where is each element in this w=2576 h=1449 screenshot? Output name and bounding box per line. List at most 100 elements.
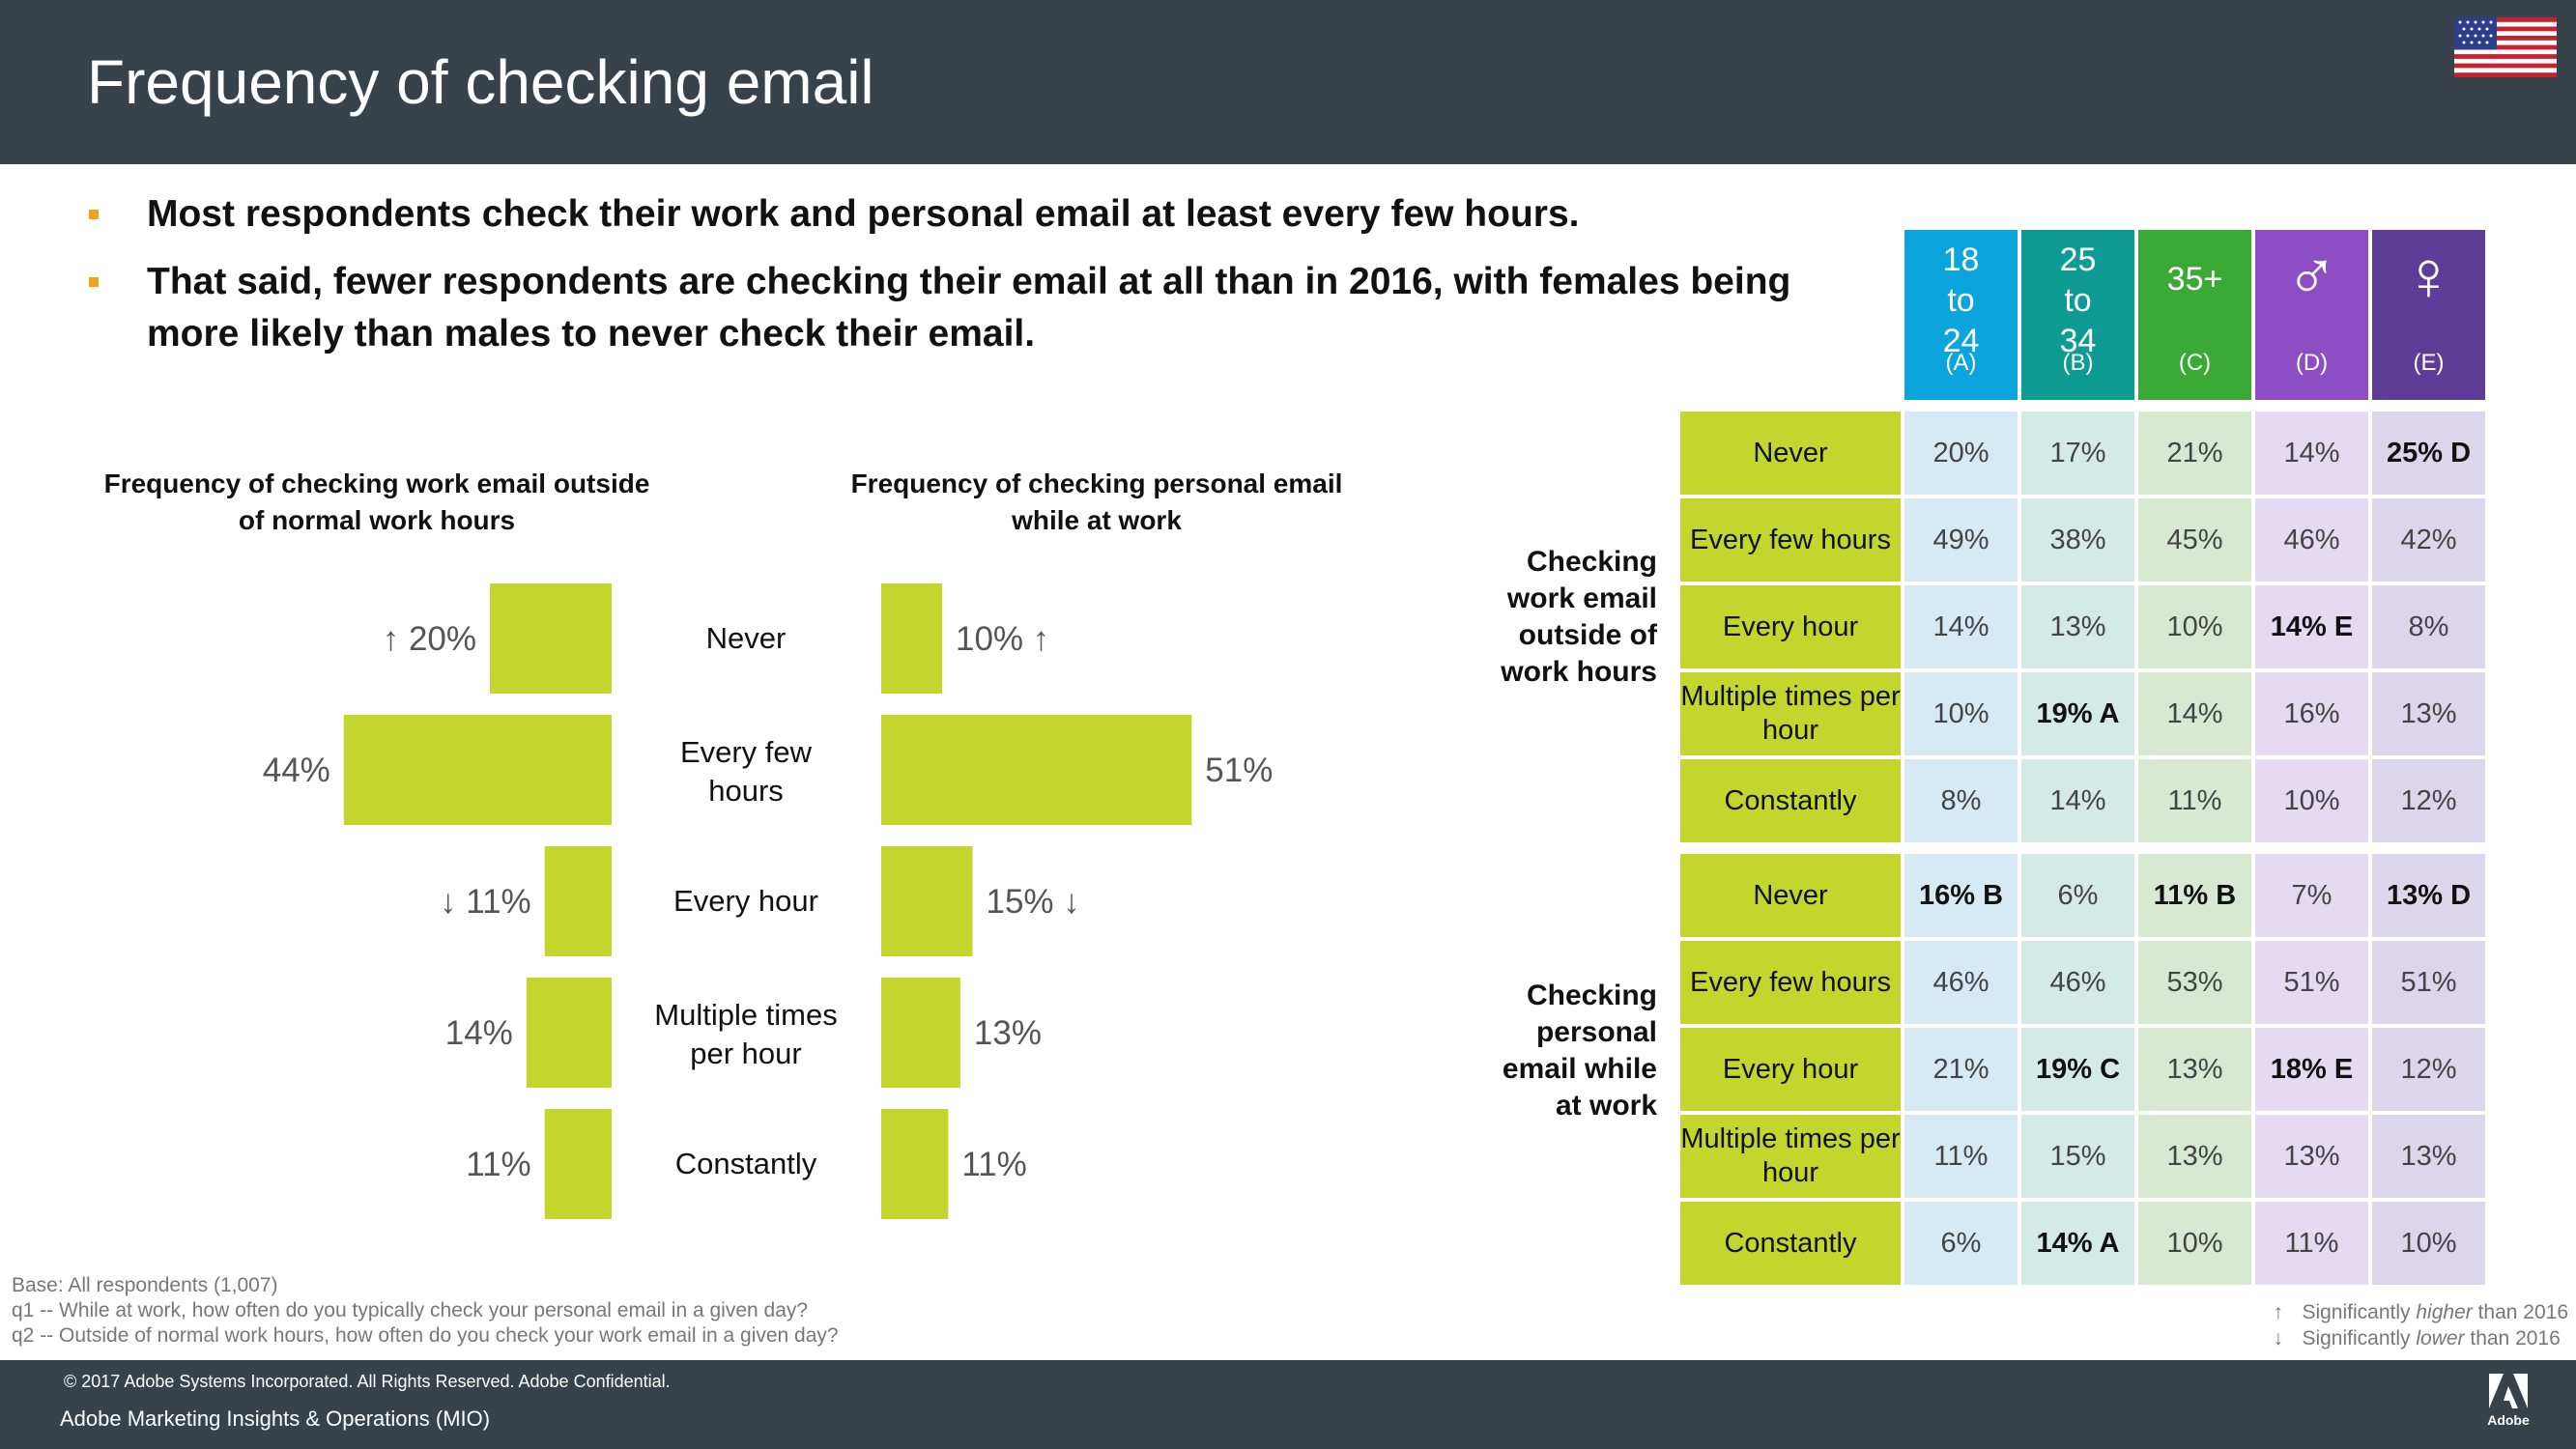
- adobe-logo: Adobe: [2487, 1374, 2530, 1428]
- male-symbol-icon: ♂: [2285, 238, 2338, 315]
- work-email-bar: [544, 846, 612, 956]
- personal-email-value-label: 10% ↑: [956, 620, 1049, 658]
- table-cell: 12%: [2372, 759, 2485, 842]
- table-cell: 19% A: [2021, 672, 2134, 755]
- table-cell: 46%: [1904, 941, 2018, 1024]
- row-label: Every few hours: [1680, 498, 1901, 582]
- personal-email-bar: [881, 978, 960, 1088]
- table-row: Every few hours 46% 46% 53% 51% 51%: [1680, 941, 2485, 1024]
- column-header-letter: (D): [2295, 350, 2329, 376]
- bullet-text: That said, fewer respondents are checkin…: [147, 261, 1791, 355]
- column-header-label: 35+: [2166, 261, 2223, 298]
- table-row: Every few hours 49% 38% 45% 46% 42%: [1680, 498, 2485, 582]
- work-email-bar: [526, 978, 612, 1088]
- email-frequency-bar-charts: ↑ 20% 10% ↑ Never 44% 51% Every few hours ↓ 11%…: [263, 583, 1273, 1219]
- key-findings: Most respondents check their work and pe…: [87, 188, 1855, 376]
- table-cell: 46%: [2021, 941, 2134, 1024]
- column-header-letter: (E): [2413, 350, 2445, 376]
- work-email-value-label: 11%: [466, 1146, 530, 1183]
- table-cell: 10%: [1904, 672, 2018, 755]
- base-note: Base: All respondents (1,007): [12, 1274, 278, 1296]
- table-cell: 11%: [1904, 1115, 2018, 1198]
- table-cell: 14%: [2138, 672, 2251, 755]
- table-spacer-cell: [1680, 846, 2485, 850]
- column-header: ♂ (D): [2255, 230, 2368, 400]
- row-label: Constantly: [1680, 1202, 1901, 1285]
- legend-lower: ↓ Significantly lower than 2016: [2273, 1327, 2561, 1350]
- personal-email-value-label: 15% ↓: [987, 883, 1080, 921]
- table-cell: 21%: [2138, 412, 2251, 495]
- table-cell: 16%: [2255, 672, 2368, 755]
- work-email-bar: [343, 715, 612, 825]
- row-label: Multiple times per hour: [1680, 1115, 1901, 1198]
- table-cell: 16% B: [1904, 854, 2018, 937]
- table-cell: 13%: [2255, 1115, 2368, 1198]
- bullet-item: Most respondents check their work and pe…: [87, 188, 1855, 241]
- table-cell: 6%: [2021, 854, 2134, 937]
- table-cell: 14% A: [2021, 1202, 2134, 1285]
- table-row: Constantly 8% 14% 11% 10% 12%: [1680, 759, 2485, 842]
- table-cell: 25% D: [2372, 412, 2485, 495]
- table-cell: 13%: [2021, 585, 2134, 668]
- table-cell: 8%: [1904, 759, 2018, 842]
- table-cell: 51%: [2372, 941, 2485, 1024]
- table-cell: 53%: [2138, 941, 2251, 1024]
- table-cell: 10%: [2138, 585, 2251, 668]
- table-cell: 18% E: [2255, 1028, 2368, 1111]
- table-cell: 10%: [2372, 1202, 2485, 1285]
- table-cell: 13%: [2138, 1115, 2251, 1198]
- page-footer: © 2017 Adobe Systems Incorporated. All R…: [0, 1360, 2576, 1449]
- table-row: Never 20% 17% 21% 14% 25% D: [1680, 412, 2485, 495]
- table-corner-blank: [1680, 230, 1901, 400]
- table-cell: 11%: [2138, 759, 2251, 842]
- copyright-text: © 2017 Adobe Systems Incorporated. All R…: [64, 1372, 671, 1391]
- category-label: Constantly: [675, 1147, 817, 1180]
- work-email-value-label: 14%: [445, 1014, 513, 1052]
- table-row: Never 16% B 6% 11% B 7% 13% D: [1680, 854, 2485, 937]
- work-email-value-label: ↑ 20%: [383, 620, 476, 658]
- category-label: Never: [706, 621, 787, 655]
- table-cell: 49%: [1904, 498, 2018, 582]
- bullet-square-icon: [89, 210, 99, 219]
- table-row: Every hour 14% 13% 10% 14% E 8%: [1680, 585, 2485, 668]
- category-label: Every few: [680, 735, 813, 769]
- category-label: Multiple times: [654, 998, 838, 1032]
- table-cell: 6%: [1904, 1202, 2018, 1285]
- personal-email-value-label: 13%: [974, 1014, 1042, 1052]
- table-cell: 11%: [2255, 1202, 2368, 1285]
- down-arrow-icon: ↓: [2273, 1327, 2283, 1350]
- column-header-letter: (C): [2178, 350, 2212, 376]
- table-cell: 14%: [1904, 585, 2018, 668]
- female-symbol-icon: ♀: [2402, 238, 2455, 315]
- work-email-value-label: ↓ 11%: [440, 883, 531, 921]
- row-label: Constantly: [1680, 759, 1901, 842]
- table-cell: 20%: [1904, 412, 2018, 495]
- column-header: 25 to 34 (B): [2021, 230, 2134, 400]
- org-name: Adobe Marketing Insights & Operations (M…: [60, 1406, 491, 1431]
- category-label: per hour: [690, 1037, 801, 1070]
- table-cell: 14% E: [2255, 585, 2368, 668]
- table-cell: 8%: [2372, 585, 2485, 668]
- work-email-bar: [490, 583, 612, 694]
- table-cell: 14%: [2021, 759, 2134, 842]
- table-cell: 46%: [2255, 498, 2368, 582]
- table-cell: 13%: [2138, 1028, 2251, 1111]
- adobe-logo-text: Adobe: [2487, 1412, 2530, 1428]
- column-header-label: 25 to 34: [2059, 242, 2097, 359]
- column-header-letter: (A): [1945, 350, 1977, 376]
- work-email-bar: [544, 1109, 612, 1219]
- column-header: 18 to 24 (A): [1904, 230, 2018, 400]
- table-cell: 15%: [2021, 1115, 2134, 1198]
- table-cell: 19% C: [2021, 1028, 2134, 1111]
- row-label: Multiple times per hour: [1680, 672, 1901, 755]
- row-label: Never: [1680, 412, 1901, 495]
- personal-email-chart-title: Frequency of checking personal email whi…: [850, 469, 1343, 535]
- footnotes: Base: All respondents (1,007) q1 -- Whil…: [12, 1273, 839, 1349]
- category-label: hours: [708, 774, 784, 808]
- table-cell: 10%: [2255, 759, 2368, 842]
- column-header-label: 18 to 24: [1942, 242, 1980, 359]
- personal-email-bar: [881, 715, 1192, 825]
- section-label-work-email: Checking work email outside of work hour…: [1501, 546, 1657, 688]
- row-label: Never: [1680, 854, 1901, 937]
- row-label: Every hour: [1680, 585, 1901, 668]
